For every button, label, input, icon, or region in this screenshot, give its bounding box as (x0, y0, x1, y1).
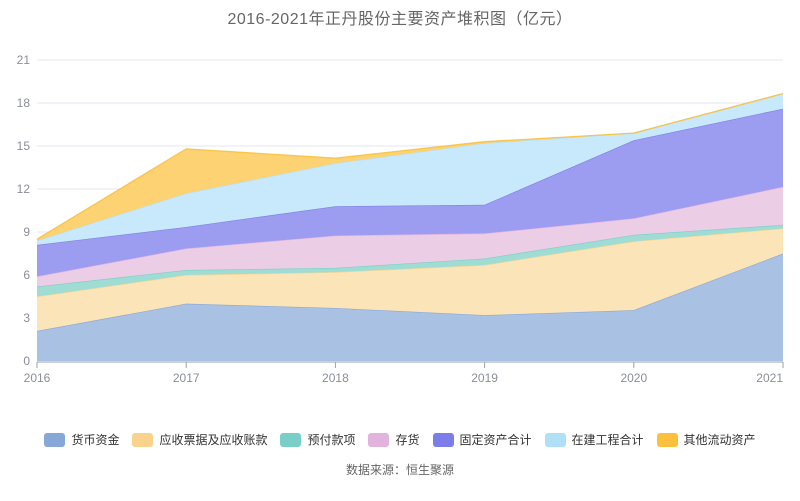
legend-label: 货币资金 (71, 433, 120, 447)
y-axis-label: 15 (17, 139, 31, 153)
chart-title: 2016-2021年正丹股份主要资产堆积图（亿元） (227, 11, 573, 28)
area-band-4 (37, 108, 783, 277)
area-band-1 (37, 228, 783, 331)
x-axis-label: 2021 (756, 371, 783, 385)
legend-swatch (368, 432, 390, 447)
y-axis-label: 3 (23, 311, 30, 325)
data-source: 数据来源：恒生聚源 (345, 463, 454, 477)
legend-swatch (656, 432, 678, 447)
x-axis-label: 2017 (173, 371, 200, 385)
legend-item-monetary-funds[interactable]: 货币资金 (44, 431, 119, 448)
legend-item-inventory[interactable]: 存货 (368, 431, 420, 448)
legend-item-prepayments[interactable]: 预付款项 (280, 431, 355, 448)
legend-swatch (280, 432, 302, 447)
legend-label: 其他流动资产 (683, 433, 756, 447)
legend-swatch (544, 432, 566, 447)
legend-label: 在建工程合计 (571, 433, 644, 447)
area-band-2 (37, 224, 783, 297)
area-band-5 (37, 93, 783, 245)
area-top-line-6 (36, 93, 784, 240)
legend-swatch (432, 432, 454, 447)
x-axis-label: 2018 (322, 371, 349, 385)
y-axis-label: 9 (23, 225, 30, 239)
legend-label: 应收票据及应收账款 (159, 433, 268, 447)
y-axis-label: 12 (17, 182, 31, 196)
legend-item-construction-in-progress[interactable]: 在建工程合计 (544, 431, 644, 448)
area-band-3 (37, 186, 783, 287)
y-axis-label: 18 (17, 96, 31, 110)
legend-item-receivables[interactable]: 应收票据及应收账款 (132, 431, 267, 448)
y-axis-label: 21 (17, 53, 31, 67)
legend-item-fixed-assets[interactable]: 固定资产合计 (432, 431, 532, 448)
legend-label: 预付款项 (307, 433, 356, 447)
y-axis-label: 0 (23, 354, 30, 368)
x-axis-label: 2020 (620, 371, 647, 385)
legend-label: 存货 (395, 433, 420, 447)
x-axis-label: 2019 (471, 371, 498, 385)
legend-label: 固定资产合计 (459, 433, 532, 447)
legend: 货币资金 应收票据及应收账款 预付款项 存货 固定资产合计 在建工程合计 其他流… (0, 431, 800, 448)
area-band-6 (37, 93, 783, 241)
area-band-0 (37, 253, 783, 361)
legend-swatch (132, 432, 154, 447)
legend-swatch (44, 432, 66, 447)
y-axis-label: 6 (23, 268, 30, 282)
x-axis-label: 2016 (24, 371, 51, 385)
stacked-area-chart: 0 3 6 9 12 15 18 21 2016 2017 2018 2019 2020 2021 (17, 53, 784, 385)
legend-item-other-current-assets[interactable]: 其他流动资产 (656, 431, 756, 448)
